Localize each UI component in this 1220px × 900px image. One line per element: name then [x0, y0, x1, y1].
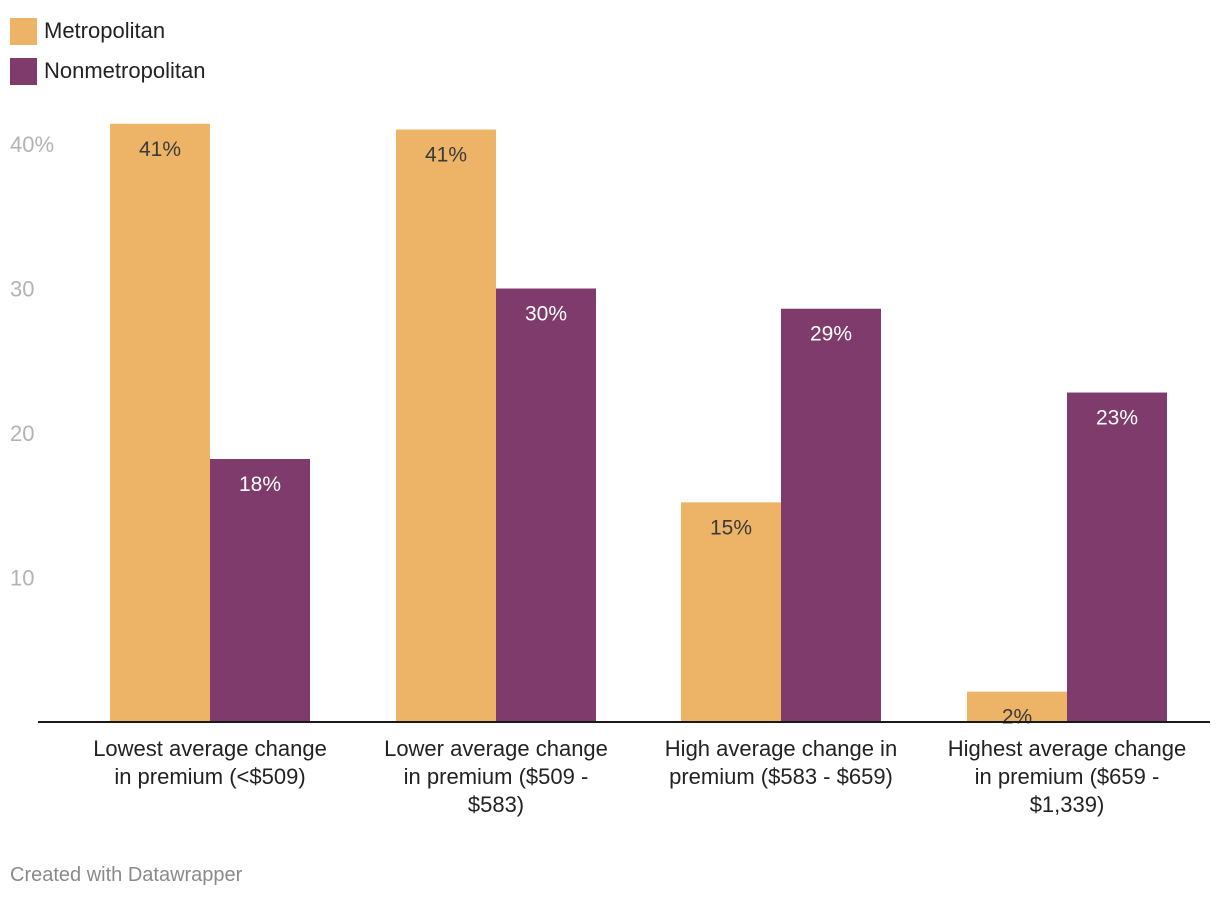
y-tick-label: 40% [10, 132, 54, 157]
legend-item-metropolitan: Metropolitan [10, 11, 205, 51]
bar-nonmetropolitan-2 [781, 308, 881, 722]
bar-value-label: 29% [810, 323, 852, 346]
legend: Metropolitan Nonmetropolitan [10, 11, 205, 91]
legend-item-nonmetropolitan: Nonmetropolitan [10, 51, 205, 91]
y-tick-label: 10 [10, 566, 34, 591]
legend-swatch-nonmetropolitan [10, 57, 37, 85]
x-category-label: Highest average change in premium ($659 -… [948, 736, 1187, 817]
bar-value-label: 41% [139, 138, 181, 161]
x-category-label-line: in premium ($659 - [975, 764, 1160, 789]
x-category-label: Lowest average change in premium (<$509) [93, 736, 327, 789]
legend-swatch-metropolitan [10, 17, 37, 45]
bar-value-label: 30% [525, 303, 567, 326]
x-category-label-line: $583) [468, 792, 524, 817]
x-category-label-line: in premium (<$509) [114, 764, 305, 789]
y-tick-label: 20 [10, 421, 34, 446]
legend-label-metropolitan: Metropolitan [44, 18, 166, 43]
x-category-label: High average change in premium ($583 - $6… [665, 736, 897, 789]
x-category-label-line: premium ($583 - $659) [669, 764, 893, 789]
x-category-label-line: High average change in [665, 736, 897, 761]
x-category-label-line: $1,339) [1030, 792, 1105, 817]
bar-value-label: 41% [425, 144, 467, 167]
bar-value-label: 15% [710, 516, 752, 539]
bar-value-label: 18% [239, 473, 281, 496]
bar-metropolitan-1 [396, 129, 496, 723]
x-category-label-line: in premium ($509 - [404, 764, 589, 789]
y-tick-label: 30 [10, 277, 34, 302]
x-category-label-line: Lower average change [384, 736, 608, 761]
footer-credit: Created with Datawrapper [10, 864, 243, 886]
bar-metropolitan-3 [967, 691, 1067, 722]
bar-value-label: 2% [1002, 706, 1032, 729]
legend-label-nonmetropolitan: Nonmetropolitan [44, 58, 206, 83]
bar-nonmetropolitan-3 [1067, 392, 1167, 722]
bar-metropolitan-2 [681, 502, 781, 722]
bar-nonmetropolitan-0 [210, 459, 310, 722]
bar-value-label: 23% [1096, 407, 1138, 430]
x-category-label-line: Lowest average change [93, 736, 327, 761]
x-category-label: Lower average change in premium ($509 - $5… [384, 736, 608, 817]
bar-metropolitan-0 [110, 123, 210, 722]
bar-nonmetropolitan-1 [496, 288, 596, 722]
x-category-label-line: Highest average change [948, 736, 1187, 761]
